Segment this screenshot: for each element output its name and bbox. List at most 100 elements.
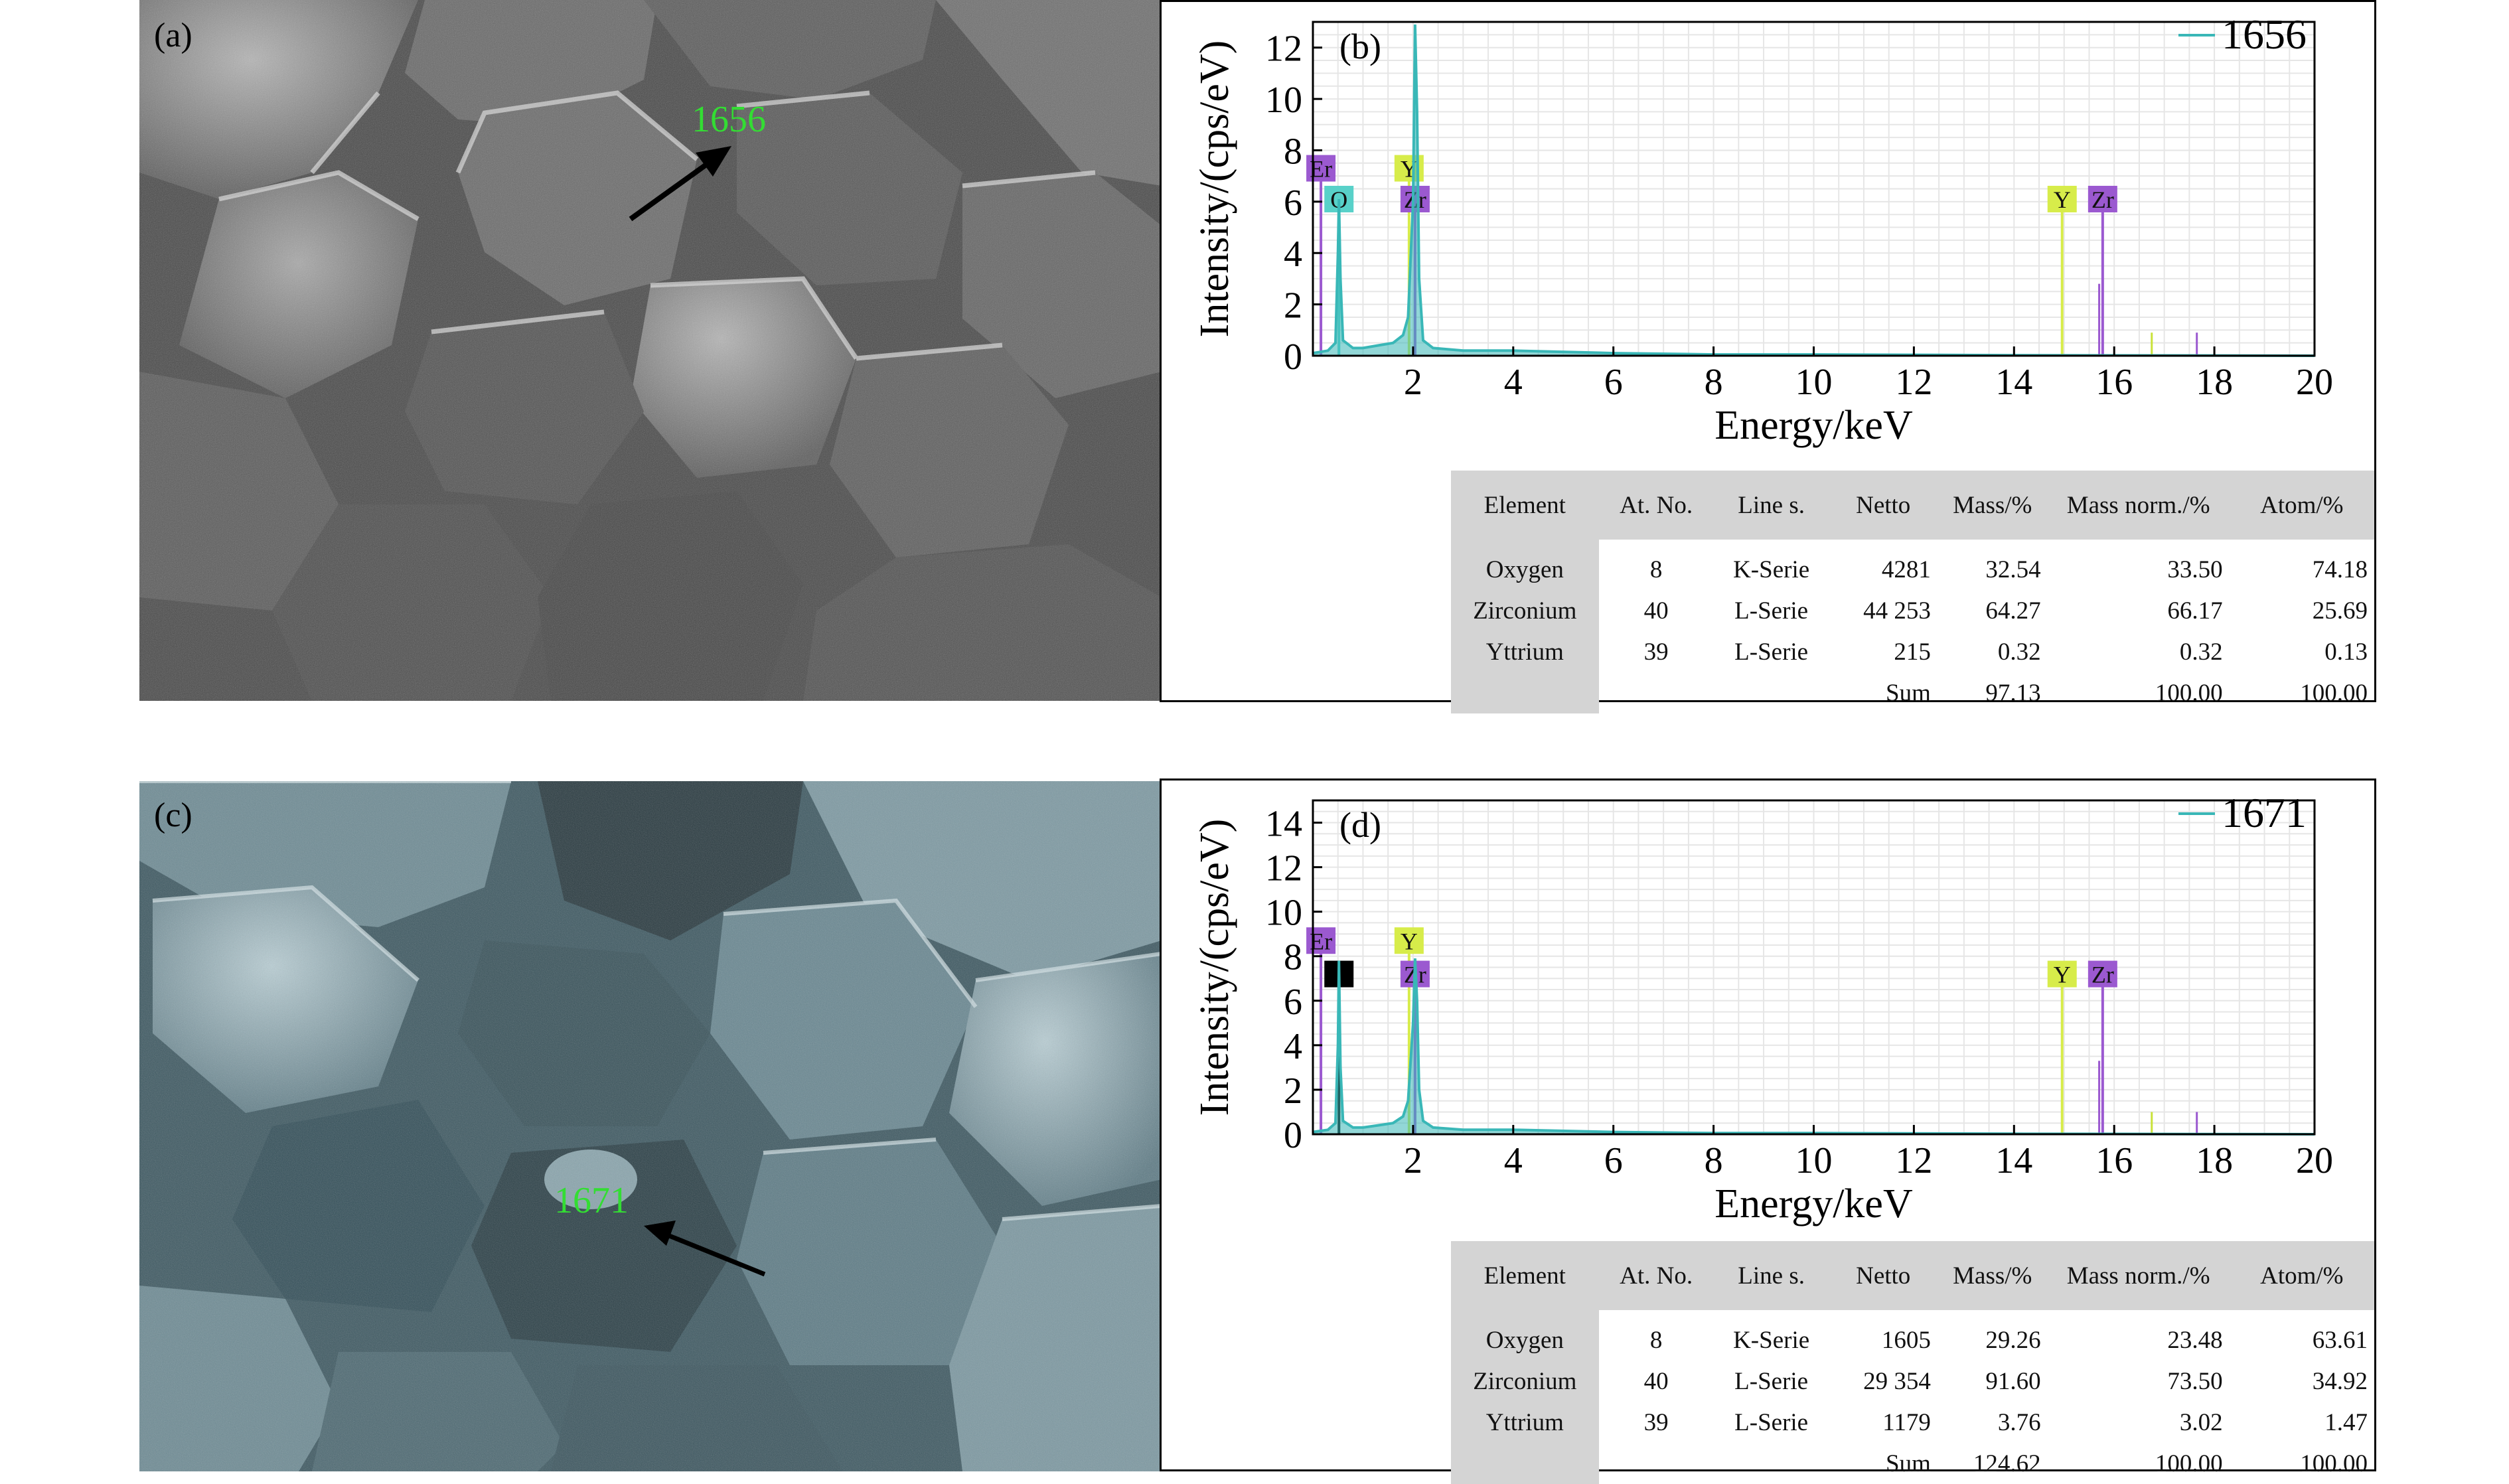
x-axis-title: Energy/keV — [1714, 403, 1913, 448]
x-tick-label: 2 — [1404, 362, 1422, 403]
x-tick-label: 18 — [2196, 1140, 2233, 1181]
table-cell: 1.47 — [2324, 1408, 2368, 1436]
table-cell: 0.13 — [2324, 638, 2368, 666]
table-header-cell: At. No. — [1598, 471, 1714, 540]
table-cell: 23.48 — [2167, 1326, 2223, 1354]
eds-table-b: Element At. No. Line s. Netto Mass/% Mass nor… — [1451, 471, 2374, 713]
plot-grid — [1313, 800, 2315, 1134]
x-tick-label: 14 — [1995, 362, 2032, 403]
table-cell: 100.00 — [2155, 679, 2223, 707]
element-marker-label: Zr — [2091, 186, 2114, 213]
element-marker-label: Y — [1401, 928, 1418, 954]
table-cell: 44 253 — [1863, 597, 1931, 625]
table-cell: L-Serie — [1734, 638, 1809, 666]
element-marker-box — [2088, 185, 2117, 212]
y-tick-label: 10 — [1265, 80, 1302, 121]
panel-letter-c: (c) — [154, 796, 192, 834]
y-tick-label: 0 — [1284, 336, 1302, 378]
x-tick-label: 12 — [1895, 1140, 1932, 1181]
table-header-cell: Element — [1451, 471, 1599, 540]
element-marker-box — [2047, 185, 2077, 212]
table-header-cell: Mass/% — [1937, 471, 2048, 540]
x-tick-label: 8 — [1705, 1140, 1723, 1181]
table-cell: Oxygen — [1451, 540, 1599, 590]
x-tick-label: 4 — [1504, 362, 1523, 403]
arrow-c — [660, 1230, 766, 1277]
x-tick-label: 10 — [1795, 362, 1833, 403]
element-marker-label: Y — [2054, 186, 2071, 213]
table-header-cell: Mass norm./% — [2047, 471, 2230, 540]
table-header-row: Element At. No. Line s. Netto Mass/% Mass nor… — [1451, 1241, 2374, 1310]
element-marker-box — [2088, 960, 2117, 988]
eds-spectrum-d: ErYZrYZr246810121416182002468101214Energ… — [1192, 789, 2333, 1226]
table-cell: 66.17 — [2167, 597, 2223, 625]
y-tick-label: 12 — [1265, 848, 1302, 889]
x-axis-title: Energy/keV — [1714, 1181, 1913, 1226]
spectrum-area — [1313, 24, 2315, 356]
y-tick-label: 6 — [1284, 982, 1302, 1023]
table-cell: Yttrium — [1451, 631, 1599, 672]
x-tick-label: 20 — [2296, 1140, 2333, 1181]
y-tick-label: 4 — [1284, 234, 1302, 275]
table-cell — [1599, 1443, 1714, 1484]
table-cell — [1451, 1443, 1599, 1484]
element-marker-label: Zr — [2091, 962, 2114, 988]
table-row: Oxygen 8 K-Serie 4281 32.54 33.50 74.18 — [1451, 540, 2374, 590]
x-tick-label: 2 — [1404, 1140, 1422, 1181]
table-cell: L-Serie — [1734, 597, 1809, 625]
table-header-row: Element At. No. Line s. Netto Mass/% Mass nor… — [1451, 471, 2374, 540]
y-tick-label: 0 — [1284, 1115, 1302, 1156]
element-marker-box — [1394, 927, 1424, 954]
table-row: Zirconium 40 L-Serie 29 354 91.60 73.50 34.92 — [1451, 1361, 2374, 1402]
y-tick-label: 10 — [1265, 893, 1302, 934]
table-cell: K-Serie — [1733, 556, 1810, 583]
table-header-cell: At. No. — [1598, 1241, 1714, 1310]
sem-image-a: (a) 1656 — [139, 0, 1162, 701]
table-cell: 29.26 — [1985, 1326, 2041, 1354]
spectrum-area — [1313, 958, 2315, 1134]
table-cell: Oxygen — [1451, 1310, 1599, 1361]
element-marker-label: Y — [2054, 962, 2071, 988]
table-cell: 39 — [1643, 1408, 1669, 1436]
table-cell: K-Serie — [1733, 1326, 1810, 1354]
arrow-a — [629, 155, 718, 222]
table-cell: 3.76 — [1997, 1408, 2041, 1436]
table-cell: Sum — [1886, 679, 1931, 707]
table-cell: L-Serie — [1734, 1408, 1809, 1436]
table-cell: 34.92 — [2312, 1367, 2368, 1395]
table-header-cell: Line s. — [1713, 1241, 1829, 1310]
table-header-cell: Netto — [1829, 471, 1938, 540]
panel-letter: (d) — [1339, 805, 1381, 845]
eds-panel-b: ErOYZrYZr2468101214161820024681012Energy… — [1160, 0, 2376, 713]
panel-letter-a: (a) — [154, 17, 192, 54]
x-tick-label: 18 — [2196, 362, 2233, 403]
y-tick-label: 8 — [1284, 937, 1302, 978]
table-cell: 0.32 — [1997, 638, 2041, 666]
spectrum-line-1656 — [1312, 24, 2315, 357]
panel-letter: (b) — [1339, 27, 1381, 66]
y-tick-label: 12 — [1265, 29, 1302, 70]
x-tick-label: 16 — [2095, 362, 2133, 403]
x-tick-label: 6 — [1604, 362, 1623, 403]
table-cell: Sum — [1886, 1449, 1931, 1477]
x-tick-label: 6 — [1604, 1140, 1623, 1181]
element-marker-box — [1306, 155, 1336, 182]
table-header-cell: Atom/% — [2229, 1241, 2374, 1310]
table-cell: 4281 — [1881, 556, 1931, 583]
table-header-cell: Element — [1451, 1241, 1599, 1310]
table-header-cell: Atom/% — [2229, 471, 2374, 540]
x-tick-label: 10 — [1795, 1140, 1833, 1181]
spectrum-line-1671 — [1312, 958, 2315, 1136]
table-cell: 64.27 — [1985, 597, 2041, 625]
x-tick-label: 4 — [1504, 1140, 1523, 1181]
table-cell: 39 — [1643, 638, 1669, 666]
plot-grid — [1313, 22, 2315, 356]
element-marker-box — [2047, 960, 2077, 988]
y-tick-label: 8 — [1284, 131, 1302, 172]
sem-image-c: (c) 1671 — [139, 781, 1162, 1471]
sem-micrograph-c — [139, 781, 1162, 1471]
table-cell: 215 — [1894, 638, 1931, 666]
x-tick-label: 8 — [1705, 362, 1723, 403]
table-cell: 0.32 — [2179, 638, 2223, 666]
x-tick-label: 14 — [1995, 1140, 2032, 1181]
